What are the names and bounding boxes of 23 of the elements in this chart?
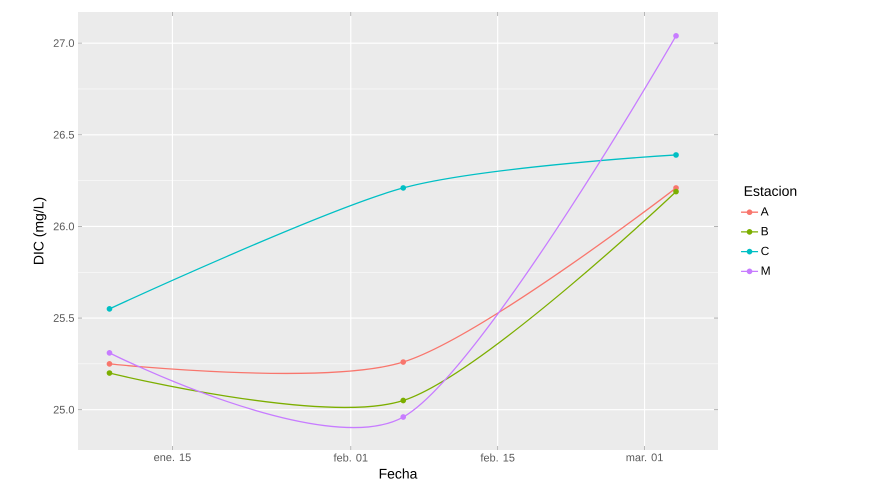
point xyxy=(106,350,112,356)
point xyxy=(106,370,112,376)
y-tick-label: 27.0 xyxy=(54,39,74,48)
point xyxy=(673,188,679,194)
y-tick-label: 25.0 xyxy=(54,406,74,414)
x-axis-title: Fecha xyxy=(380,468,418,479)
point xyxy=(106,361,112,367)
y-axis-title: DIC (mg/L) xyxy=(33,198,46,264)
legend-label: M xyxy=(762,266,770,275)
y-tick-label: 26.0 xyxy=(54,222,74,230)
point xyxy=(673,32,679,39)
legend-label: B xyxy=(762,227,768,236)
x-tick-label: mar. 01 xyxy=(626,454,663,462)
legend-label: C xyxy=(761,246,769,256)
point xyxy=(673,152,679,158)
x-tick-label: feb. 01 xyxy=(334,454,368,462)
legend-label: A xyxy=(760,207,769,216)
legend-title: Estacion xyxy=(744,186,796,196)
x-tick-label: feb. 15 xyxy=(480,454,514,462)
x-tick-label: ene. 15 xyxy=(154,454,191,462)
y-tick-label: 26.5 xyxy=(54,130,74,139)
point xyxy=(106,306,112,312)
y-tick-label: 25.5 xyxy=(54,314,74,322)
